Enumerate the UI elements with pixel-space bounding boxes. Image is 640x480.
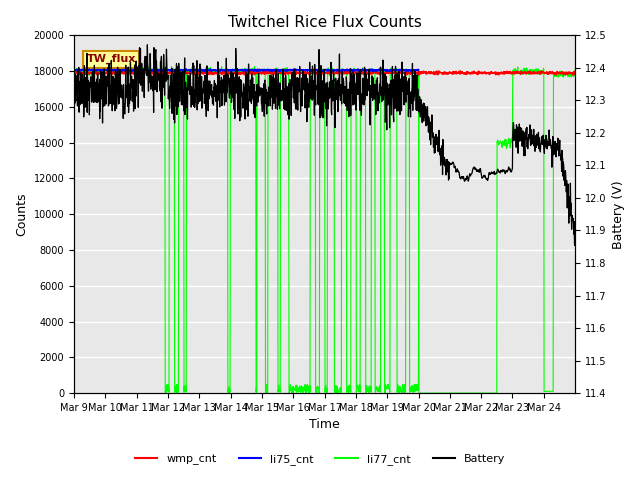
Y-axis label: Battery (V): Battery (V): [612, 180, 625, 249]
Title: Twitchel Rice Flux Counts: Twitchel Rice Flux Counts: [228, 15, 422, 30]
Y-axis label: Counts: Counts: [15, 192, 28, 236]
Legend: wmp_cnt, li75_cnt, li77_cnt, Battery: wmp_cnt, li75_cnt, li77_cnt, Battery: [131, 450, 509, 469]
X-axis label: Time: Time: [309, 419, 340, 432]
Text: TW_flux: TW_flux: [86, 54, 136, 64]
